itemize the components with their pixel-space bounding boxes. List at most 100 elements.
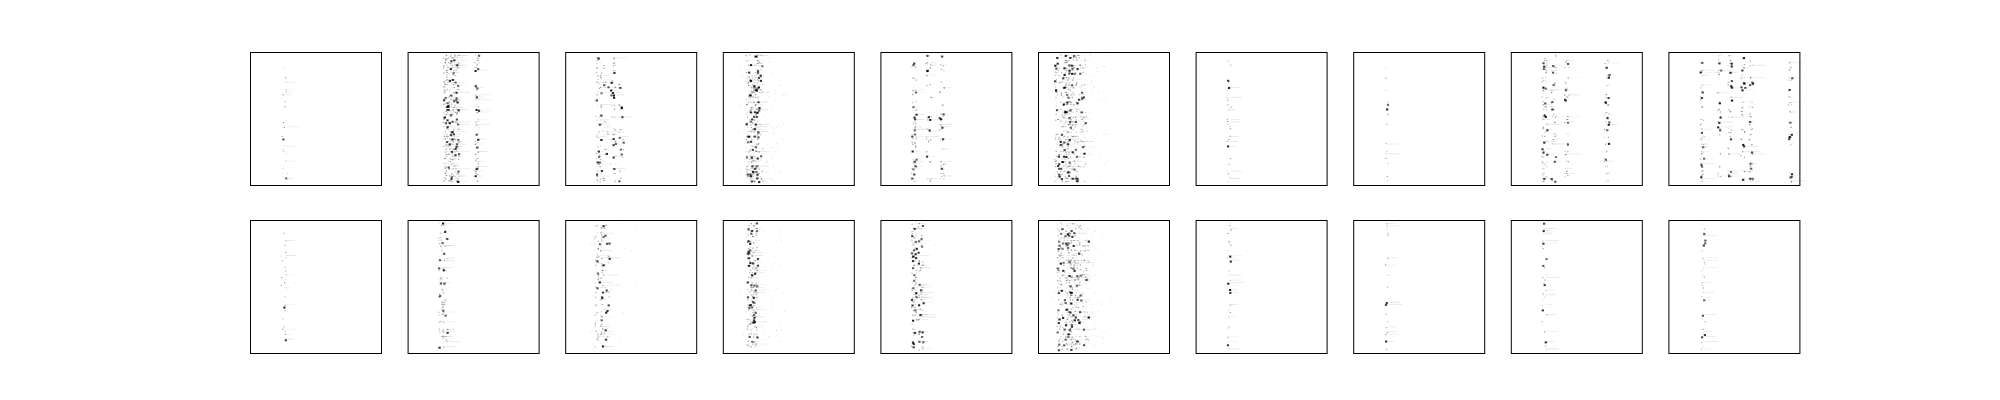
heatmap-noise-cell — [743, 159, 745, 161]
heatmap-noise-cell — [1095, 275, 1097, 277]
heatmap-tail — [600, 119, 609, 120]
heatmap-cell — [921, 315, 923, 317]
heatmap-cell — [284, 339, 287, 342]
heatmap-cell — [1055, 64, 1057, 66]
heatmap-cell — [748, 272, 751, 274]
heatmap-tail — [1752, 77, 1766, 78]
heatmap-cell — [458, 99, 460, 101]
panel-frame — [1195, 52, 1328, 186]
heatmap-cell — [457, 109, 460, 112]
heatmap-cell — [752, 247, 754, 249]
heatmap-cell — [1075, 255, 1077, 257]
heatmap-cell — [749, 304, 752, 306]
heatmap-cell — [1542, 181, 1544, 183]
panel-row1-col1 — [250, 52, 382, 186]
heatmap-tail — [1066, 279, 1077, 281]
heatmap-noise-cell — [1100, 336, 1102, 338]
heatmap-cell — [1071, 55, 1073, 57]
heatmap-noise-cell — [772, 133, 774, 135]
heatmap-cell — [939, 91, 941, 93]
heatmap-cell — [758, 62, 761, 64]
heatmap-cell — [1085, 240, 1087, 242]
heatmap-cell — [1550, 90, 1552, 92]
heatmap-tail — [1545, 67, 1558, 69]
heatmap-cell — [438, 314, 440, 316]
heatmap-cell — [1701, 128, 1703, 130]
heatmap-cell — [1542, 67, 1545, 70]
heatmap-cell — [753, 225, 755, 227]
heatmap-tail — [285, 255, 296, 256]
heatmap-tail — [446, 245, 456, 246]
heatmap-cell — [1068, 171, 1071, 174]
heatmap-cell — [1553, 136, 1555, 138]
heatmap-cell — [753, 96, 755, 98]
heatmap-noise-cell — [775, 288, 777, 289]
heatmap-cell — [1064, 156, 1066, 158]
heatmap-cell — [755, 114, 757, 116]
heatmap-cell — [759, 89, 761, 91]
heatmap-cell — [620, 107, 623, 110]
heatmap-cell — [1061, 304, 1063, 306]
heatmap-noise-cell — [1076, 58, 1078, 60]
heatmap-cell — [1385, 157, 1387, 159]
heatmap-cell — [757, 86, 760, 89]
heatmap-cell — [1078, 226, 1081, 228]
heatmap-tail — [1703, 158, 1715, 160]
heatmap-cell — [756, 173, 759, 176]
heatmap-cell — [1606, 85, 1608, 87]
heatmap-tail — [1230, 257, 1236, 259]
heatmap-cell — [613, 62, 616, 64]
heatmap-noise-cell — [1095, 66, 1097, 68]
heatmap-cell — [756, 247, 758, 249]
heatmap-cell — [599, 181, 601, 183]
heatmap-cell — [750, 89, 752, 91]
heatmap-cell — [1227, 99, 1229, 101]
heatmap-cell — [452, 109, 454, 111]
heatmap-cell — [912, 249, 916, 252]
heatmap-cell — [1064, 170, 1066, 172]
heatmap-cell — [450, 164, 452, 166]
heatmap-tail — [1230, 291, 1239, 293]
heatmap-cell — [941, 55, 944, 58]
heatmap-cell — [449, 137, 451, 139]
heatmap-cell — [755, 161, 757, 163]
heatmap-noise-cell — [1068, 157, 1070, 159]
heatmap-cell — [749, 240, 752, 242]
heatmap-noise-cell — [765, 343, 767, 345]
panel-background — [722, 52, 855, 186]
heatmap-cell — [1068, 60, 1070, 62]
heatmap-cell — [613, 96, 616, 99]
heatmap-cell — [1081, 254, 1083, 256]
heatmap-cell — [620, 153, 623, 156]
panel-frame — [1668, 52, 1801, 186]
heatmap-noise-cell — [768, 96, 770, 97]
heatmap-cell — [448, 128, 450, 130]
heatmap-cell — [913, 237, 916, 239]
heatmap-cell — [748, 307, 751, 310]
heatmap-cell — [1790, 97, 1792, 99]
heatmap-noise-cell — [1087, 274, 1089, 276]
heatmap-noise-cell — [1089, 242, 1091, 244]
heatmap-cell — [748, 335, 751, 338]
heatmap-cell — [751, 102, 753, 104]
heatmap-cell — [1071, 346, 1073, 348]
heatmap-cell — [1542, 230, 1545, 233]
heatmap-tail — [446, 259, 455, 261]
heatmap-cell — [1067, 54, 1069, 56]
heatmap-cell — [612, 81, 614, 83]
heatmap-cell — [1230, 64, 1232, 66]
heatmap-cell — [1545, 76, 1547, 78]
heatmap-cell — [285, 287, 287, 289]
heatmap-cell — [1749, 153, 1752, 155]
heatmap-cell — [918, 333, 920, 335]
heatmap-cell — [747, 288, 749, 290]
heatmap-cell — [1057, 309, 1060, 312]
heatmap-noise-cell — [1095, 345, 1097, 347]
heatmap-cell — [1750, 151, 1754, 154]
heatmap-tail — [1071, 136, 1080, 137]
heatmap-tail — [929, 96, 935, 98]
heatmap-cell — [754, 289, 757, 292]
heatmap-cell — [1067, 84, 1070, 86]
heatmap-cell — [1076, 328, 1079, 330]
heatmap-tail — [929, 119, 944, 120]
